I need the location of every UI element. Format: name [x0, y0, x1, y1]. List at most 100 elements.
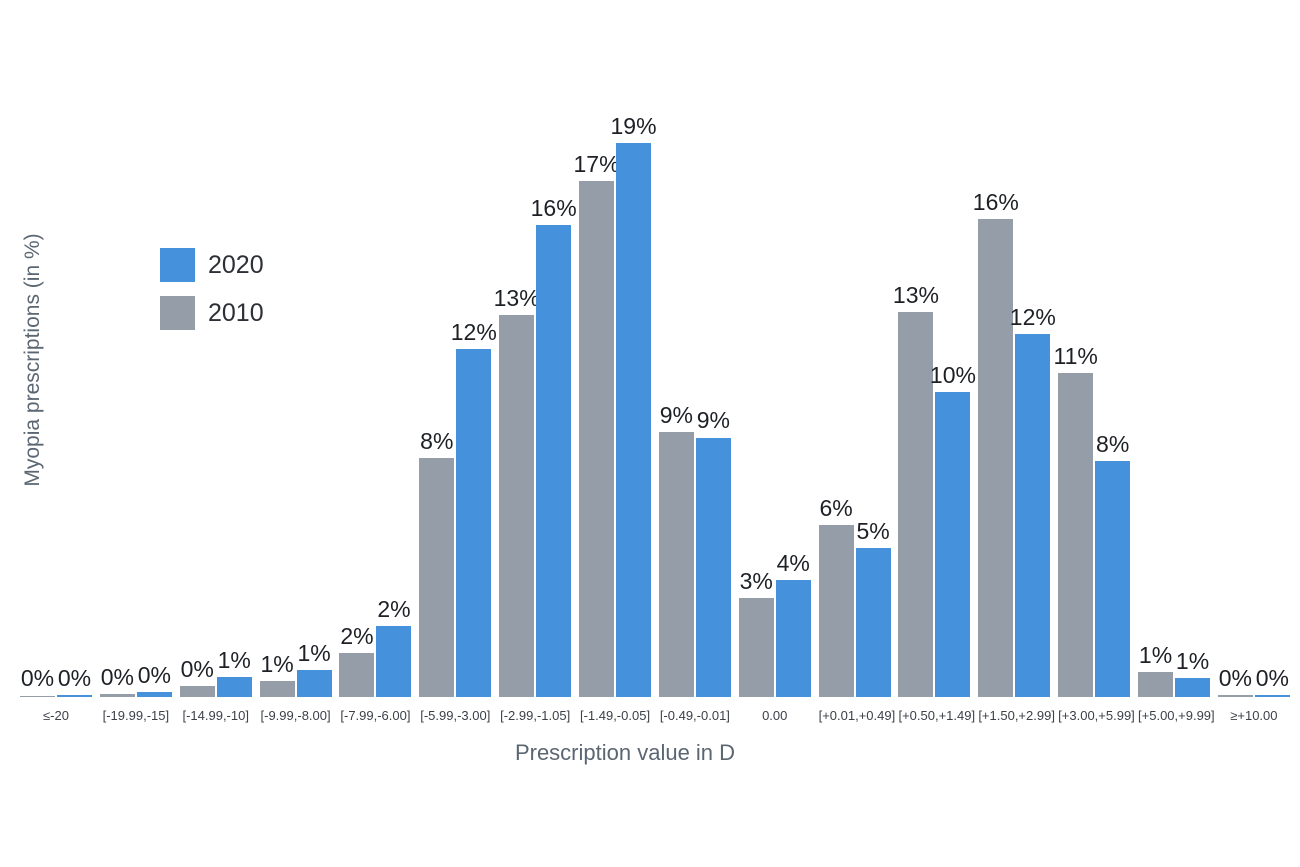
bar-group-1: 0% 0% — [20, 0, 92, 697]
bar-value-label-2010-5: 2% — [340, 623, 374, 650]
legend-swatch-2020 — [160, 248, 195, 282]
bar-value-label-2020-16: 0% — [1255, 664, 1290, 691]
x-tick-14: [+3.00,+5.99] — [1058, 708, 1135, 723]
bar-value-label-2010-16: 0% — [1218, 664, 1253, 691]
bar-group-16: 0% 0% — [1217, 0, 1290, 697]
bar-2010-15 — [1138, 671, 1174, 697]
bar-2010-11 — [818, 525, 854, 697]
bar-group-7: 13% 16% — [494, 0, 577, 697]
bar-2020-10 — [775, 580, 811, 697]
legend-item-2010: 2010 — [160, 296, 264, 330]
bar-group-2: 0% 0% — [99, 0, 172, 697]
x-tick-10: 0.00 — [762, 708, 788, 723]
bar-value-label-2020-3: 1% — [217, 647, 251, 674]
x-tick-8: [-1.49,-0.05] — [579, 708, 651, 723]
x-tick-13: [+1.50,+2.99] — [978, 708, 1055, 723]
bar-2010-4 — [259, 680, 295, 697]
bar-value-label-2020-15: 1% — [1175, 647, 1210, 674]
bar-value-label-2020-2: 0% — [137, 661, 171, 688]
bar-group-15: 1% 1% — [1138, 0, 1211, 697]
bar-value-label-2010-13: 16% — [972, 188, 1019, 215]
bar-2010-5 — [339, 653, 375, 697]
bar-2020-3 — [216, 677, 252, 697]
bar-group-13: 16% 12% — [973, 0, 1056, 697]
bar-2020-5 — [376, 626, 412, 697]
bar-value-label-2010-14: 11% — [1053, 343, 1098, 370]
x-tick-4: [-9.99,-8.00] — [260, 708, 331, 723]
x-tick-12: [+0.50,+1.49] — [898, 708, 976, 723]
bar-2020-7 — [536, 224, 572, 697]
legend-label-2020: 2020 — [208, 251, 264, 279]
bar-value-label-2020-12: 10% — [929, 362, 976, 389]
bar-2020-13 — [1015, 334, 1051, 697]
bar-value-label-2010-1: 0% — [20, 665, 55, 692]
bar-value-label-2010-3: 0% — [180, 655, 214, 682]
bar-value-label-2020-6: 12% — [450, 318, 497, 345]
x-tick-9: [-0.49,-0.01] — [659, 708, 730, 723]
bar-group-3: 0% 1% — [179, 0, 252, 697]
bar-group-4: 1% 1% — [259, 0, 332, 697]
bar-2020-15 — [1175, 678, 1211, 697]
bar-2020-11 — [855, 548, 891, 697]
bar-2020-6 — [456, 348, 492, 697]
bar-value-label-2010-9: 9% — [659, 401, 693, 428]
bar-value-label-2020-9: 9% — [696, 407, 730, 434]
bar-value-label-2010-8: 17% — [573, 150, 620, 177]
plot-area: 0% 0% 0% 0% 0% 1% 1% 1% 2% 2% 8% 12% 13% 16% 17% 19% 9% 9… — [20, 0, 1290, 697]
x-tick-1: ≤-20 — [43, 708, 69, 723]
bar-value-label-2010-4: 1% — [260, 650, 294, 677]
legend-item-2020: 2020 — [160, 248, 264, 282]
bar-group-10: 3% 4% — [738, 0, 811, 697]
bar-value-label-2020-7: 16% — [530, 194, 577, 221]
bar-2020-14 — [1095, 460, 1131, 697]
legend: 2020 2010 — [160, 248, 264, 344]
bar-2010-13 — [978, 218, 1014, 697]
bar-group-6: 8% 12% — [419, 0, 497, 697]
bar-value-label-2020-11: 5% — [856, 518, 890, 545]
bar-group-5: 2% 2% — [339, 0, 412, 697]
bar-2010-9 — [658, 431, 694, 697]
bar-value-label-2010-7: 13% — [493, 285, 540, 311]
bar-2010-1 — [20, 695, 55, 697]
bar-2020-4 — [296, 670, 332, 697]
bar-value-label-2010-2: 0% — [100, 663, 134, 690]
x-tick-15: [+5.00,+9.99] — [1138, 708, 1215, 723]
bar-group-11: 6% 5% — [818, 0, 891, 697]
x-axis-title: Prescription value in D — [514, 740, 736, 765]
bar-value-label-2020-1: 0% — [57, 664, 92, 691]
bar-value-label-2020-10: 4% — [776, 550, 810, 577]
bar-2020-2 — [136, 692, 172, 697]
x-tick-2: [-19.99,-15] — [102, 708, 170, 723]
bar-2020-12 — [935, 392, 971, 697]
bar-2010-14 — [1058, 373, 1094, 697]
bar-value-label-2020-8: 19% — [610, 113, 657, 140]
bar-2010-3 — [179, 685, 215, 697]
bar-2010-16 — [1217, 694, 1253, 697]
bar-2020-8 — [616, 143, 652, 697]
bar-2020-9 — [695, 437, 731, 697]
bar-2020-1 — [57, 694, 92, 697]
x-tick-6: [-5.99,-3.00] — [420, 708, 491, 723]
bar-group-9: 9% 9% — [658, 0, 731, 697]
bar-group-14: 11% 8% — [1054, 0, 1131, 697]
bar-value-label-2010-10: 3% — [739, 567, 773, 594]
bar-2010-10 — [738, 597, 774, 697]
x-tick-7: [-2.99,-1.05] — [500, 708, 571, 723]
bar-value-label-2020-14: 8% — [1096, 430, 1130, 457]
bar-value-label-2010-15: 1% — [1138, 641, 1173, 668]
bar-2020-16 — [1254, 694, 1290, 697]
bar-2010-12 — [898, 312, 934, 697]
x-tick-5: [-7.99,-6.00] — [340, 708, 411, 723]
x-tick-11: [+0.01,+0.49] — [818, 708, 896, 723]
bar-value-label-2020-13: 12% — [1009, 303, 1056, 330]
bar-group-12: 13% 10% — [893, 0, 976, 697]
x-tick-3: [-14.99,-10] — [182, 708, 249, 723]
bar-value-label-2010-6: 8% — [420, 427, 454, 454]
bar-value-label-2020-4: 1% — [297, 640, 331, 667]
legend-label-2010: 2010 — [208, 299, 264, 327]
legend-swatch-2010 — [160, 296, 195, 330]
bar-2010-7 — [499, 315, 535, 697]
bar-2010-6 — [419, 457, 455, 697]
bar-2010-8 — [579, 181, 615, 697]
